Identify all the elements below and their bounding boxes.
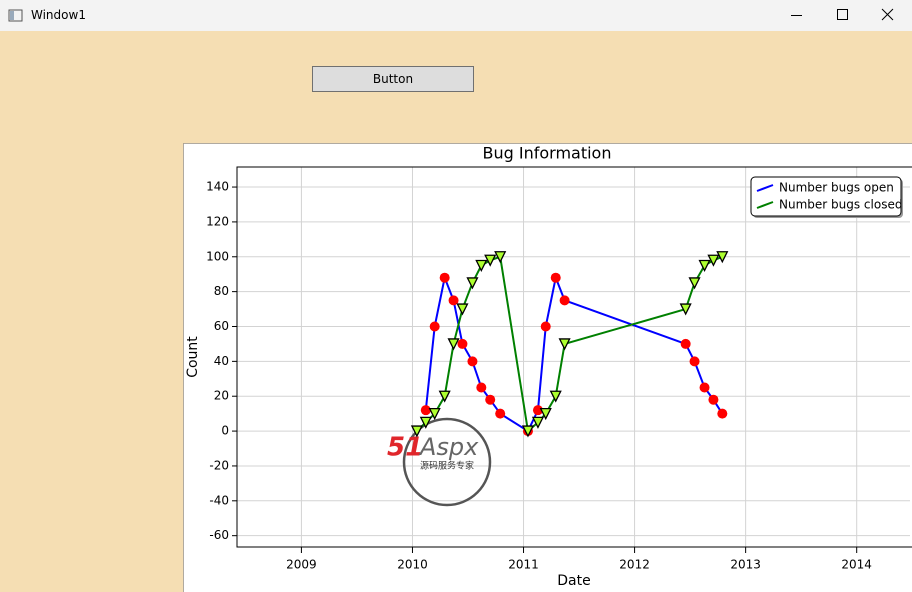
window-title: Window1 [31, 8, 86, 22]
legend [750, 176, 902, 217]
data-point [410, 425, 423, 438]
data-point [494, 251, 507, 264]
data-point [475, 259, 488, 272]
data-point [448, 295, 459, 306]
data-point [539, 408, 552, 421]
legend-label: Number bugs closed [779, 198, 902, 212]
data-point [698, 259, 711, 272]
data-point [717, 408, 728, 419]
legend-label: Number bugs open [779, 181, 894, 195]
data-point [699, 382, 710, 393]
data-point [428, 408, 441, 421]
data-point [549, 390, 562, 403]
app-icon [8, 9, 23, 22]
plot-area [236, 166, 912, 548]
watermark-tagline: 源码服务专家 [420, 460, 474, 472]
data-point [532, 405, 543, 416]
data-point [466, 277, 479, 290]
data-point [680, 338, 691, 349]
data-point [550, 272, 561, 283]
data-point [707, 254, 720, 267]
series-line [416, 255, 723, 434]
maximize-button[interactable] [837, 9, 848, 20]
data-point [558, 338, 571, 351]
chart-title: Bug Information [483, 144, 612, 163]
window-chrome [8, 8, 894, 22]
data-point [419, 416, 432, 429]
data-point [476, 382, 487, 393]
data-point [689, 356, 700, 367]
y-tick-label: 100 [206, 249, 229, 263]
x-tick-label: 2014 [841, 558, 872, 572]
y-axis-label: Count [185, 336, 201, 378]
data-point [559, 295, 570, 306]
x-tick-label: 2011 [508, 558, 539, 572]
watermark-name: Aspx [418, 433, 479, 461]
app-icon-pane [10, 11, 14, 20]
data-point [447, 338, 460, 351]
data-point [495, 408, 506, 419]
close-button[interactable] [881, 8, 894, 21]
data-point [439, 272, 450, 283]
data-point [688, 277, 701, 290]
y-tick-label: -20 [209, 458, 229, 472]
legend-swatch [756, 201, 774, 209]
x-tick-label: 2012 [619, 558, 650, 572]
y-tick-label: 120 [206, 214, 229, 228]
data-point [438, 390, 451, 403]
x-tick-label: 2010 [397, 558, 428, 572]
y-tick-label: 40 [214, 354, 229, 368]
chart: Bug Information Date Count -60 -40 -20 0 20 4… [183, 143, 912, 592]
y-tick-label: 140 [206, 180, 229, 194]
data-point [456, 303, 469, 316]
data-point [531, 416, 545, 429]
data-point [679, 303, 692, 316]
data-point [457, 338, 468, 349]
y-tick-label: -60 [209, 528, 229, 542]
data-point [429, 321, 440, 332]
data-point [485, 394, 496, 405]
data-point [484, 254, 497, 267]
y-tick-label: 80 [214, 284, 229, 298]
data-point [540, 321, 551, 332]
title-bar: Window1 [0, 0, 912, 31]
y-tick-label: 0 [221, 424, 229, 438]
button[interactable]: Button [312, 66, 474, 92]
x-tick-label: 2009 [286, 558, 317, 572]
x-axis-label: Date [557, 573, 590, 589]
y-tick-label: 60 [214, 319, 229, 333]
data-point [708, 394, 719, 405]
data-point [467, 356, 478, 367]
data-point [420, 405, 431, 416]
watermark-ring [402, 417, 492, 507]
y-tick-label: 20 [214, 389, 229, 403]
data-point [716, 251, 729, 264]
legend-swatch [756, 184, 774, 192]
watermark-number: 51 [387, 433, 423, 463]
data-point [521, 425, 535, 438]
x-tick-label: 2013 [730, 558, 761, 572]
y-tick-label: -40 [209, 493, 229, 507]
chart-background [183, 143, 912, 592]
